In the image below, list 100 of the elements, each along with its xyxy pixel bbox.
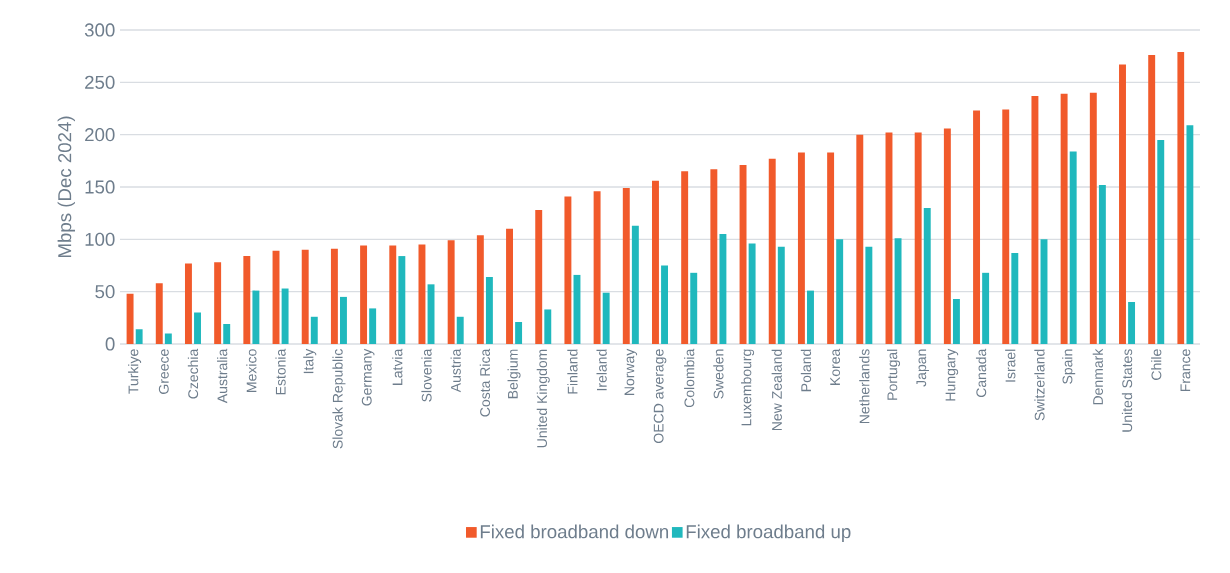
bar: [194, 312, 201, 344]
bar: [126, 293, 134, 344]
bar: [281, 288, 289, 344]
bar: [807, 290, 814, 344]
bar: [719, 234, 727, 344]
x-tick-label: Germany: [361, 348, 375, 406]
bar: [1119, 64, 1126, 344]
bar: [748, 243, 756, 344]
bar: [768, 158, 776, 344]
bar: [223, 324, 231, 344]
bar: [252, 290, 260, 344]
bar: [1186, 125, 1194, 344]
x-tick-label: Norway: [624, 348, 638, 395]
x-tick-label: Poland: [800, 349, 812, 392]
bar: [1157, 139, 1165, 344]
x-tick-label: Costa Rica: [479, 348, 491, 417]
bar: [155, 283, 163, 344]
x-tick-label: Slovak Republic: [332, 349, 346, 449]
x-tick-label: Chile: [1151, 349, 1162, 380]
y-tick-label: 200: [85, 128, 115, 142]
bar: [923, 207, 931, 344]
bar: [914, 132, 922, 344]
x-tick-label: Portugal: [887, 349, 901, 400]
bar: [1148, 55, 1156, 344]
x-tick-label: Israel: [1005, 349, 1016, 382]
bar: [973, 110, 981, 344]
x-tick-label: Korea: [830, 348, 841, 385]
bar: [214, 262, 222, 344]
bar: [622, 188, 630, 344]
bar: [593, 191, 601, 344]
bar: [894, 238, 902, 344]
bar: [777, 246, 785, 344]
bar: [836, 239, 844, 344]
y-tick-label: 50: [95, 285, 115, 299]
x-tick-label: Latvia: [392, 348, 403, 385]
bar: [827, 152, 835, 344]
y-tick-label: 100: [85, 232, 115, 246]
bar: [943, 128, 951, 344]
bar: [1177, 51, 1185, 344]
x-tick-label: Switzerland: [1034, 349, 1045, 421]
legend-label: Fixed broadband up: [686, 524, 851, 543]
x-tick-label: Greece: [158, 349, 169, 394]
x-tick-label: Luxembourg: [741, 349, 755, 426]
bar: [360, 245, 368, 344]
x-tick-label: Netherlands: [859, 349, 870, 424]
x-tick-label: Canada: [975, 348, 987, 398]
bar: [544, 309, 552, 344]
bar: [661, 265, 669, 344]
bar: [1002, 109, 1010, 344]
bar: [1060, 93, 1068, 344]
x-tick-label: Finland: [567, 349, 578, 394]
x-tick-label: Slovenia: [421, 348, 432, 402]
bar: [1089, 92, 1097, 344]
x-tick-label: France: [1180, 349, 1191, 392]
x-tick-label: Denmark: [1092, 348, 1103, 405]
bar: [164, 333, 172, 344]
x-tick-label: Ireland: [596, 349, 607, 391]
x-tick-label: United States: [1121, 349, 1133, 432]
x-tick-label: Spain: [1062, 349, 1076, 384]
bar: [856, 134, 864, 344]
x-tick-label: Australia: [217, 348, 228, 404]
x-tick-label: OECD average: [653, 349, 667, 443]
x-tick-label: Colombia: [684, 348, 695, 408]
x-tick-label: Turkiye: [128, 349, 142, 394]
bar: [952, 298, 960, 344]
bar: [418, 244, 426, 344]
bar: [652, 180, 659, 344]
x-tick-label: New Zealand: [771, 349, 782, 431]
bar: [1128, 302, 1136, 344]
y-tick-label: 250: [85, 75, 115, 89]
bar: [301, 249, 309, 344]
y-tick-label: 0: [105, 337, 115, 351]
bar: [564, 196, 572, 344]
bar: [535, 210, 543, 344]
y-axis-title: Mbps (Dec 2024): [57, 116, 75, 258]
bar: [389, 245, 397, 344]
x-tick-label: Estonia: [275, 348, 286, 395]
bar: [1098, 184, 1106, 344]
x-tick-label: Italy: [303, 348, 317, 374]
bar: [631, 225, 639, 344]
bar: [865, 246, 873, 344]
bar: [340, 296, 347, 344]
bar: [456, 316, 464, 344]
bar: [184, 263, 192, 344]
bar: [447, 240, 455, 344]
bar: [506, 228, 513, 344]
bar: [1011, 252, 1019, 344]
bar: [369, 308, 377, 344]
x-tick-label: Austria: [450, 348, 461, 393]
y-tick-label: 150: [85, 180, 115, 194]
x-tick-label: Czechia: [187, 348, 199, 399]
y-tick-label: 300: [84, 23, 115, 37]
bar: [982, 272, 990, 344]
bar: [1069, 151, 1077, 344]
bar: [797, 152, 805, 344]
x-tick-label: Japan: [916, 349, 929, 387]
x-tick-label: Mexico: [246, 349, 257, 392]
bar: [398, 256, 406, 344]
bar: [135, 329, 143, 344]
bar: [476, 235, 484, 344]
